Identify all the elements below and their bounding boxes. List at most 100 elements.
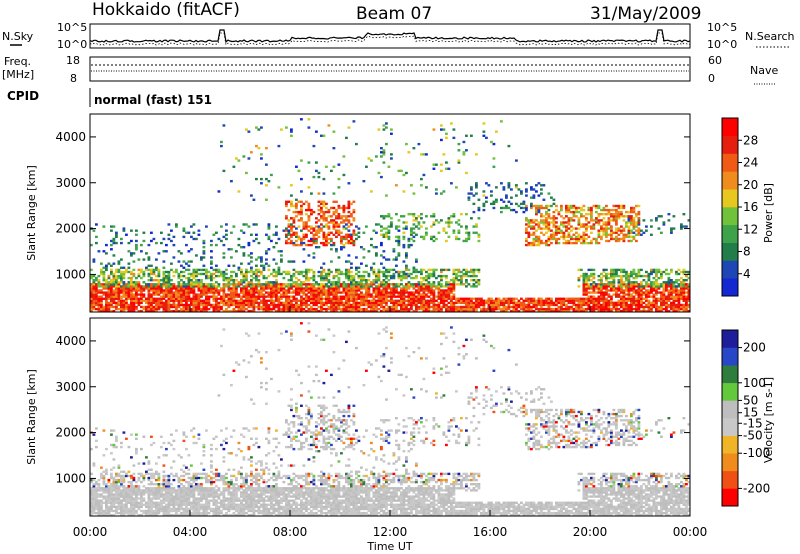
power-cell: [555, 221, 558, 224]
power-cell: [377, 307, 381, 311]
power-cell: [275, 285, 278, 288]
power-cell: [472, 231, 476, 234]
power-cell: [495, 305, 498, 309]
power-cell: [350, 303, 353, 307]
power-cell: [612, 274, 616, 278]
power-cell: [395, 225, 398, 228]
power-cell: [255, 279, 258, 282]
power-cell: [147, 283, 151, 286]
power-cell: [350, 309, 353, 313]
power-cell: [205, 287, 208, 290]
power-cell: [255, 295, 258, 298]
power-cell: [345, 301, 348, 305]
power-cell: [305, 274, 308, 278]
power-cell: [247, 281, 251, 284]
power-cell: [400, 283, 403, 286]
power-cell: [345, 289, 348, 292]
power-ylabel: Slant Range [km]: [25, 165, 38, 261]
power-cell: [302, 307, 306, 311]
power-cell: [180, 279, 183, 282]
power-cell: [382, 295, 386, 298]
power-cell: [280, 260, 283, 263]
velocity-cell: [97, 511, 101, 515]
power-cell: [332, 223, 336, 226]
power-cell: [202, 256, 206, 259]
power-cell: [667, 283, 671, 286]
power-cell: [510, 299, 513, 302]
power-cell: [565, 229, 568, 232]
power-cell: [285, 241, 288, 245]
power-cell: [230, 299, 233, 302]
power-cell: [557, 237, 561, 241]
power-cell: [445, 281, 448, 284]
power-cell: [175, 293, 178, 296]
power-cell: [530, 299, 533, 302]
velocity-cell: [90, 495, 93, 498]
power-cell: [312, 291, 316, 294]
power-cell: [520, 307, 523, 311]
power-cell: [265, 299, 268, 302]
power-cell: [440, 285, 443, 288]
power-cell: [597, 274, 601, 278]
power-cell: [607, 239, 611, 243]
power-cell: [397, 169, 401, 173]
power-cell: [505, 301, 508, 305]
power-cell: [630, 239, 633, 243]
power-cell: [577, 223, 581, 226]
power-cell: [665, 295, 668, 298]
power-cell: [210, 305, 213, 309]
power-cell: [542, 301, 546, 305]
power-cell: [655, 219, 658, 222]
power-cell: [647, 291, 651, 294]
power-cell: [535, 208, 538, 212]
power-cell: [300, 283, 303, 286]
power-cell: [312, 252, 316, 255]
power-cell: [320, 202, 323, 206]
power-cell: [632, 299, 636, 302]
power-cell: [422, 301, 426, 305]
power-cell: [377, 128, 381, 131]
power-cell: [447, 283, 451, 286]
freq-panel: [89, 56, 691, 82]
power-cell: [597, 287, 601, 290]
power-cell: [147, 285, 151, 288]
power-cell: [320, 210, 323, 214]
power-cell: [392, 287, 396, 290]
power-cell: [617, 283, 621, 286]
power-cell: [605, 305, 608, 309]
power-cell: [250, 279, 253, 282]
power-cell: [597, 221, 601, 224]
power-cell: [340, 307, 343, 311]
power-cell: [172, 291, 176, 294]
power-cell: [362, 307, 366, 311]
power-cell: [682, 287, 686, 290]
power-cell: [182, 295, 186, 298]
power-cell: [247, 285, 251, 288]
power-cell: [532, 233, 536, 236]
power-cell: [122, 227, 126, 230]
power-cell: [187, 272, 191, 276]
power-cell: [527, 307, 531, 311]
power-cell: [420, 177, 423, 181]
power-cell: [540, 184, 543, 187]
power-cell: [182, 287, 186, 290]
power-cell: [447, 167, 451, 170]
power-cell: [535, 219, 538, 222]
velocity-cell: [92, 462, 96, 465]
power-cell: [237, 283, 241, 286]
power-cell: [602, 217, 606, 220]
power-cell: [260, 272, 263, 276]
power-cell: [392, 305, 396, 309]
power-cell: [567, 210, 571, 214]
power-cell: [362, 301, 366, 305]
power-cell: [587, 301, 591, 305]
power-cell: [450, 289, 453, 292]
power-cell: [257, 270, 261, 274]
power-cell: [625, 305, 628, 309]
power-cell: [665, 283, 668, 286]
power-cell: [447, 289, 451, 292]
power-cell: [640, 285, 643, 288]
power-cell: [582, 281, 586, 284]
power-cell: [267, 305, 271, 309]
power-cell: [592, 276, 596, 280]
